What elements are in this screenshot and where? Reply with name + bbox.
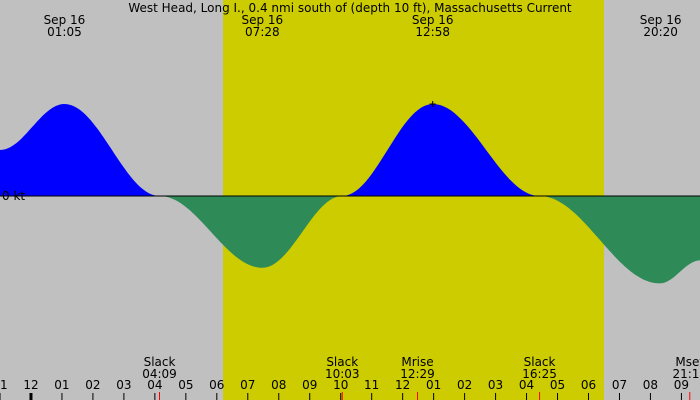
hour-tick-label: 09 (674, 378, 689, 392)
peak-date-label: Sep 16 (44, 13, 86, 27)
hour-tick-label: 07 (612, 378, 627, 392)
hour-tick-label: 01 (54, 378, 69, 392)
ebb-current-area (539, 196, 700, 284)
event-name-label: Slack (144, 355, 176, 369)
hour-tick-label: 10 (333, 378, 348, 392)
event-name-label: Slack (326, 355, 358, 369)
zero-label: 0 kt (2, 189, 25, 203)
event-name-label: Mset (675, 355, 700, 369)
hour-tick-label: 05 (550, 378, 565, 392)
hour-tick-label: 12 (23, 378, 38, 392)
hour-tick-label: 02 (85, 378, 100, 392)
event-name-label: Mrise (401, 355, 433, 369)
flood-current-area (0, 104, 160, 196)
hour-tick-label: 02 (457, 378, 472, 392)
hour-tick-label: 06 (581, 378, 596, 392)
peak-time-label: 01:05 (47, 25, 82, 39)
event-time-label: 12:29 (400, 367, 435, 381)
peak-time-label: 07:28 (245, 25, 280, 39)
ebb-current-area (159, 196, 343, 268)
event-time-label: 10:03 (325, 367, 360, 381)
hour-tick-label: 09 (302, 378, 317, 392)
peak-time-label: 12:58 (415, 25, 450, 39)
event-name-label: Slack (524, 355, 556, 369)
flood-current-area (342, 104, 540, 196)
hour-tick-label: 08 (271, 378, 286, 392)
hour-tick-label: 06 (209, 378, 224, 392)
hour-tick-label: 04 (519, 378, 534, 392)
chart-title: West Head, Long I., 0.4 nmi south of (de… (128, 1, 572, 15)
hour-tick-label: 11 (364, 378, 379, 392)
hour-tick-label: 08 (643, 378, 658, 392)
peak-date-label: Sep 16 (412, 13, 454, 27)
peak-time-label: 20:20 (643, 25, 678, 39)
hour-tick-label: 03 (488, 378, 503, 392)
hour-tick-label: 11 (0, 378, 8, 392)
hour-tick-label: 01 (426, 378, 441, 392)
hour-tick-label: 12 (395, 378, 410, 392)
hour-tick-label: 07 (240, 378, 255, 392)
peak-date-label: Sep 16 (640, 13, 682, 27)
hour-tick-label: 05 (178, 378, 193, 392)
event-time-label: 21:16 (672, 367, 700, 381)
hour-tick-label: 03 (116, 378, 131, 392)
peak-date-label: Sep 16 (241, 13, 283, 27)
event-time-label: 04:09 (142, 367, 177, 381)
event-time-label: 16:25 (522, 367, 557, 381)
hour-tick-label: 04 (147, 378, 162, 392)
